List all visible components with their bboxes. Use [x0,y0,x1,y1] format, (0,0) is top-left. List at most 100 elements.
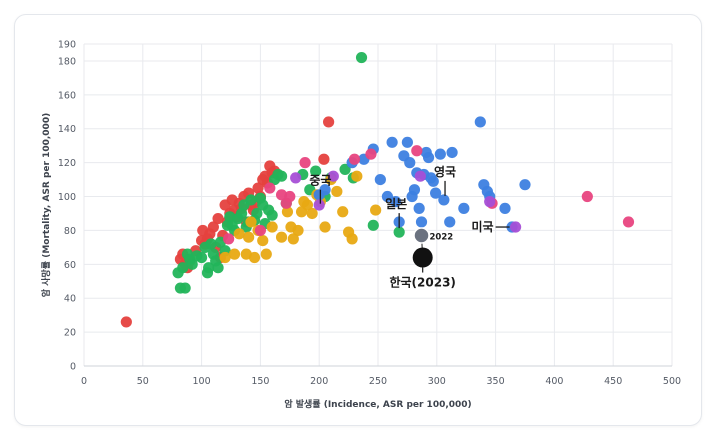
data-point-blue [381,190,394,203]
chart-card [14,14,702,426]
data-point-red [207,221,219,233]
data-point-blue [408,184,421,196]
y-tick-label: 140 [58,124,76,135]
data-point-blue [430,187,442,199]
data-point-purple [484,196,496,208]
data-point-green [355,51,368,64]
data-point-purple [290,172,302,184]
annotation-label: 영국 [434,164,456,179]
data-point-red [318,153,330,165]
y-tick-label: 20 [64,328,76,339]
x-tick-label: 100 [193,376,211,387]
x-tick-label: 50 [137,376,149,387]
data-point-purple [414,170,426,182]
annotation-label: 중국 [309,174,331,188]
data-point-purple [327,170,339,182]
data-point-yellow [331,185,343,198]
data-point-green [212,262,224,274]
y-axis-ticks: 0 20 40 60 80 100 120 140 160 180 190 [58,40,76,373]
data-point-green [235,207,248,220]
x-tick-label: 250 [369,376,387,387]
data-point-yellow [233,228,245,240]
y-tick-label: 190 [58,40,76,51]
data-point-yellow [301,199,314,211]
x-tick-label: 150 [251,376,269,387]
data-point-blue [386,136,398,148]
y-axis-label: 암 사망률 (Mortality, ASR per 100,000) [40,113,52,297]
korea-highlights: 한국(2023) 2022 [389,227,456,290]
data-point-purple [509,221,522,233]
data-point-pink [581,190,593,203]
data-point-yellow [337,206,349,218]
data-point-yellow [275,231,288,243]
data-point-green [203,262,215,274]
data-point-red [120,316,132,328]
data-point-yellow [266,221,278,233]
data-point-blue [446,146,458,159]
data-point-yellow [281,206,294,218]
data-point-green [310,165,322,177]
data-point-red [252,182,264,194]
data-point-pink [223,233,235,245]
data-point-blue [499,202,511,214]
y-tick-label: 100 [58,192,76,203]
y-tick-label: 60 [64,260,76,271]
korea-2022-point [413,227,430,244]
data-point-blue [427,175,439,187]
y-tick-label: 0 [70,362,76,373]
data-point-yellow [319,221,331,233]
data-point-green [266,209,278,221]
data-point-yellow [351,170,363,182]
data-points [120,51,635,328]
data-point-green [367,219,379,231]
x-tick-label: 300 [428,376,446,387]
y-tick-label: 160 [58,90,76,101]
data-point-green [251,207,263,220]
data-point-blue [444,216,456,228]
data-point-yellow [245,216,257,228]
x-axis-label: 암 발생률 (Incidence, ASR per 100,000) [284,398,471,410]
y-tick-label: 180 [58,56,76,67]
y-tick-label: 40 [64,294,76,305]
data-point-blue [434,148,446,160]
data-point-pink [348,153,361,165]
data-point-red [212,212,224,225]
annotation-label: 미국 [471,219,493,234]
data-point-blue [319,184,331,196]
data-point-blue [390,196,402,208]
data-point-yellow [287,233,299,245]
data-point-red [323,116,335,128]
data-point-blue [474,116,486,128]
data-point-yellow [260,248,272,260]
data-point-pink [365,148,377,160]
data-point-pink [622,216,635,228]
annotation-label: 일본 [385,197,407,211]
data-point-green [339,163,351,176]
data-point-pink [284,190,296,203]
data-point-pink [411,145,423,157]
data-point-yellow [248,251,261,264]
data-point-green [245,194,257,206]
data-point-blue [401,136,413,148]
x-tick-label: 200 [310,376,328,387]
data-point-green [196,251,208,264]
korea-2023-point [412,247,433,268]
data-point-yellow [228,248,241,260]
data-point-green [179,282,191,294]
data-point-blue [458,202,470,214]
data-point-yellow [243,231,255,243]
data-point-yellow [346,233,358,245]
data-point-green [393,226,405,238]
data-point-blue [519,179,531,191]
data-point-yellow [370,204,382,216]
grid [83,43,673,367]
data-point-blue [413,202,425,214]
data-point-yellow [257,234,269,247]
data-point-yellow [306,207,318,220]
data-point-purple [313,199,325,211]
data-point-green [186,258,198,270]
annotation-leader-lines [319,180,510,229]
y-tick-label: 120 [58,158,76,169]
